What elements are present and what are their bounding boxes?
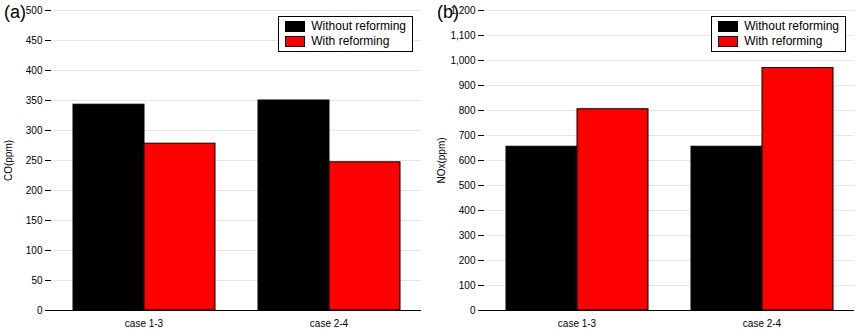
svg-text:100: 100 [459, 280, 476, 291]
svg-text:0: 0 [37, 305, 43, 316]
svg-text:case 2-4: case 2-4 [310, 318, 349, 329]
svg-text:250: 250 [26, 155, 43, 166]
svg-text:500: 500 [459, 180, 476, 191]
svg-text:600: 600 [459, 155, 476, 166]
svg-text:100: 100 [26, 245, 43, 256]
svg-text:0: 0 [470, 305, 476, 316]
svg-text:500: 500 [26, 5, 43, 16]
svg-text:300: 300 [459, 230, 476, 241]
svg-text:300: 300 [26, 125, 43, 136]
svg-text:350: 350 [26, 95, 43, 106]
svg-text:50: 50 [31, 275, 43, 286]
svg-text:CO(ppm): CO(ppm) [3, 140, 14, 181]
svg-text:NOx(ppm): NOx(ppm) [436, 137, 447, 183]
svg-text:case 1-3: case 1-3 [558, 318, 597, 329]
svg-text:1,000: 1,000 [450, 55, 475, 66]
svg-text:400: 400 [459, 205, 476, 216]
svg-text:450: 450 [26, 35, 43, 46]
svg-text:900: 900 [459, 80, 476, 91]
svg-text:case 2-4: case 2-4 [743, 318, 782, 329]
svg-text:200: 200 [459, 255, 476, 266]
svg-text:800: 800 [459, 105, 476, 116]
svg-text:400: 400 [26, 65, 43, 76]
svg-text:200: 200 [26, 185, 43, 196]
svg-text:700: 700 [459, 130, 476, 141]
svg-text:case 1-3: case 1-3 [125, 318, 164, 329]
svg-text:1,100: 1,100 [450, 30, 475, 41]
svg-text:150: 150 [26, 215, 43, 226]
